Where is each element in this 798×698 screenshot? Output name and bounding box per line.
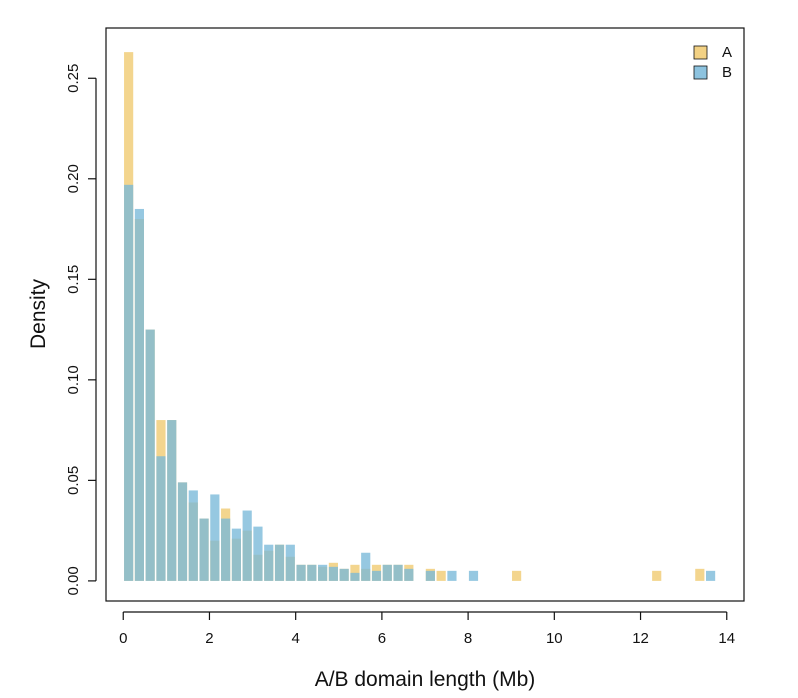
bar-b-7 xyxy=(199,518,209,581)
bar-a-49 xyxy=(652,570,662,581)
bars-group xyxy=(124,52,716,581)
y-tick-label: 0.00 xyxy=(65,566,82,595)
x-tick-label: 0 xyxy=(119,630,127,647)
x-tick-label: 6 xyxy=(378,630,386,647)
bar-b-25 xyxy=(393,564,403,581)
bar-b-13 xyxy=(264,544,274,581)
plot-frame xyxy=(105,27,745,602)
bar-b-6 xyxy=(188,490,198,581)
legend-label-a: A xyxy=(722,44,732,61)
x-tick-label: 14 xyxy=(718,630,735,647)
x-axis: 0 2 4 6 8 10 12 14 xyxy=(119,611,735,647)
legend-swatch-a xyxy=(693,45,708,60)
bar-b-10 xyxy=(231,528,241,581)
bar-b-12 xyxy=(253,526,263,581)
bar-b-5 xyxy=(177,482,188,581)
bar-b-3 xyxy=(156,456,166,581)
bar-b-20 xyxy=(339,568,349,581)
bar-b-4 xyxy=(167,420,177,581)
bar-b-1 xyxy=(134,208,144,581)
y-tick-label: 0.15 xyxy=(65,265,82,294)
bar-a-29 xyxy=(436,570,446,581)
bar-b-24 xyxy=(382,564,392,581)
bar-b-19 xyxy=(328,566,338,581)
y-tick-label: 0.20 xyxy=(65,164,82,193)
y-tick-label: 0.10 xyxy=(65,365,82,394)
legend: AB xyxy=(693,44,732,81)
y-tick-label: 0.25 xyxy=(65,64,82,93)
x-tick-label: 8 xyxy=(464,630,472,647)
x-tick-label: 2 xyxy=(205,630,213,647)
x-tick-label: 4 xyxy=(292,630,300,647)
bar-b-23 xyxy=(371,570,382,581)
bar-a-36 xyxy=(512,570,522,581)
y-axis: 0.00 0.05 0.10 0.15 0.20 0.25 xyxy=(65,64,97,595)
bar-b-18 xyxy=(318,564,328,581)
bar-b-54 xyxy=(706,570,716,581)
bar-b-26 xyxy=(404,568,414,581)
bar-b-22 xyxy=(361,552,371,581)
legend-label-b: B xyxy=(722,64,732,81)
bar-b-8 xyxy=(210,494,220,581)
x-axis-label: A/B domain length (Mb) xyxy=(315,668,536,691)
bar-b-14 xyxy=(274,544,285,581)
bar-b-28 xyxy=(425,570,435,581)
legend-swatch-b xyxy=(693,65,708,80)
bar-b-21 xyxy=(350,572,360,581)
y-axis-label: Density xyxy=(27,278,50,349)
bar-b-0 xyxy=(124,184,134,581)
bar-b-32 xyxy=(468,570,479,581)
bar-b-11 xyxy=(242,510,252,581)
x-tick-label: 10 xyxy=(546,630,563,647)
y-tick-label: 0.05 xyxy=(65,466,82,495)
bar-b-16 xyxy=(296,564,306,581)
bar-b-9 xyxy=(221,518,231,581)
bar-b-30 xyxy=(447,570,457,581)
bar-b-15 xyxy=(285,544,295,581)
bar-b-2 xyxy=(145,329,155,581)
bar-b-17 xyxy=(307,564,317,581)
x-tick-label: 12 xyxy=(632,630,649,647)
bar-a-53 xyxy=(695,568,705,581)
